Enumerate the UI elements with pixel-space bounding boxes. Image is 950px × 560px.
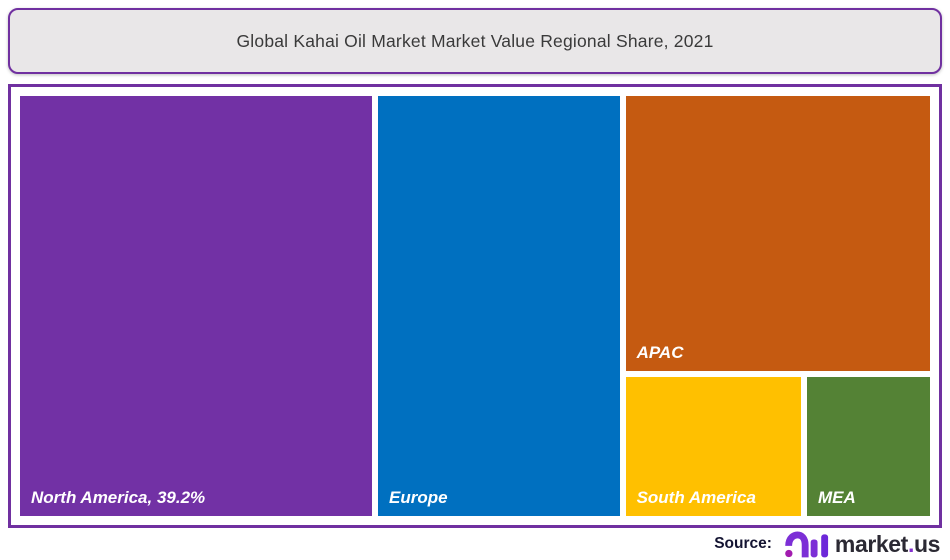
chart-title-box: Global Kahai Oil Market Market Value Reg… [8, 8, 942, 74]
marketus-logo-icon [785, 530, 828, 557]
chart-title: Global Kahai Oil Market Market Value Reg… [236, 30, 714, 51]
marketus-logo-text: market.us [834, 530, 940, 557]
brand-text-dot: . [907, 530, 914, 557]
tile-label-north-america: North America, 39.2% [31, 488, 206, 507]
treemap-tile-mea: MEA [806, 376, 930, 516]
treemap-bottom-row: South America MEA [625, 376, 930, 516]
treemap-tile-north-america: North America, 39.2% [20, 96, 373, 516]
treemap-right-group: APAC South America MEA [625, 96, 930, 516]
tile-label-apac: APAC [636, 342, 684, 362]
marketus-logo: market.us [785, 530, 940, 558]
treemap-frame: North America, 39.2% Europe APAC South A… [8, 84, 942, 528]
treemap-tile-south-america: South America [625, 376, 801, 516]
tile-label-south-america: South America [636, 488, 756, 507]
tile-label-mea: MEA [817, 488, 856, 507]
treemap: North America, 39.2% Europe APAC South A… [20, 96, 930, 516]
brand-text-us: us [913, 530, 940, 557]
source-row: Source: market.us [714, 528, 940, 560]
brand-text-market: market [834, 530, 908, 557]
treemap-tile-apac: APAC [625, 96, 930, 371]
treemap-tile-europe: Europe [378, 96, 620, 516]
tile-label-europe: Europe [389, 488, 448, 507]
source-label: Source: [714, 535, 772, 552]
